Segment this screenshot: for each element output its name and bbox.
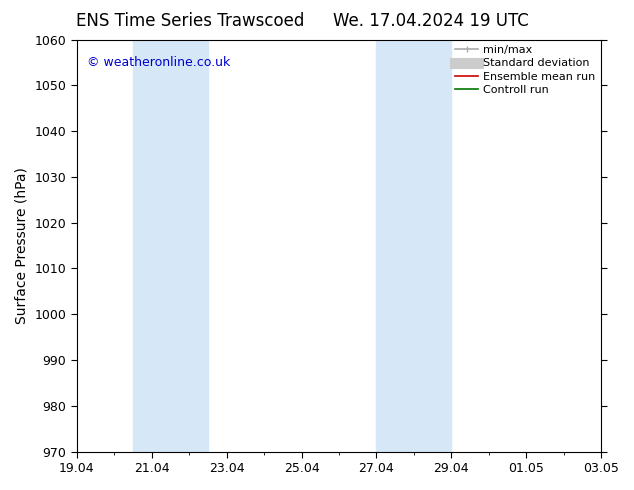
Text: © weatheronline.co.uk: © weatheronline.co.uk xyxy=(87,56,231,69)
Bar xyxy=(377,40,451,452)
Y-axis label: Surface Pressure (hPa): Surface Pressure (hPa) xyxy=(15,167,29,324)
Text: We. 17.04.2024 19 UTC: We. 17.04.2024 19 UTC xyxy=(333,12,529,30)
Bar xyxy=(133,40,208,452)
Legend: min/max, Standard deviation, Ensemble mean run, Controll run: min/max, Standard deviation, Ensemble me… xyxy=(455,45,595,95)
Text: ENS Time Series Trawscoed: ENS Time Series Trawscoed xyxy=(76,12,304,30)
